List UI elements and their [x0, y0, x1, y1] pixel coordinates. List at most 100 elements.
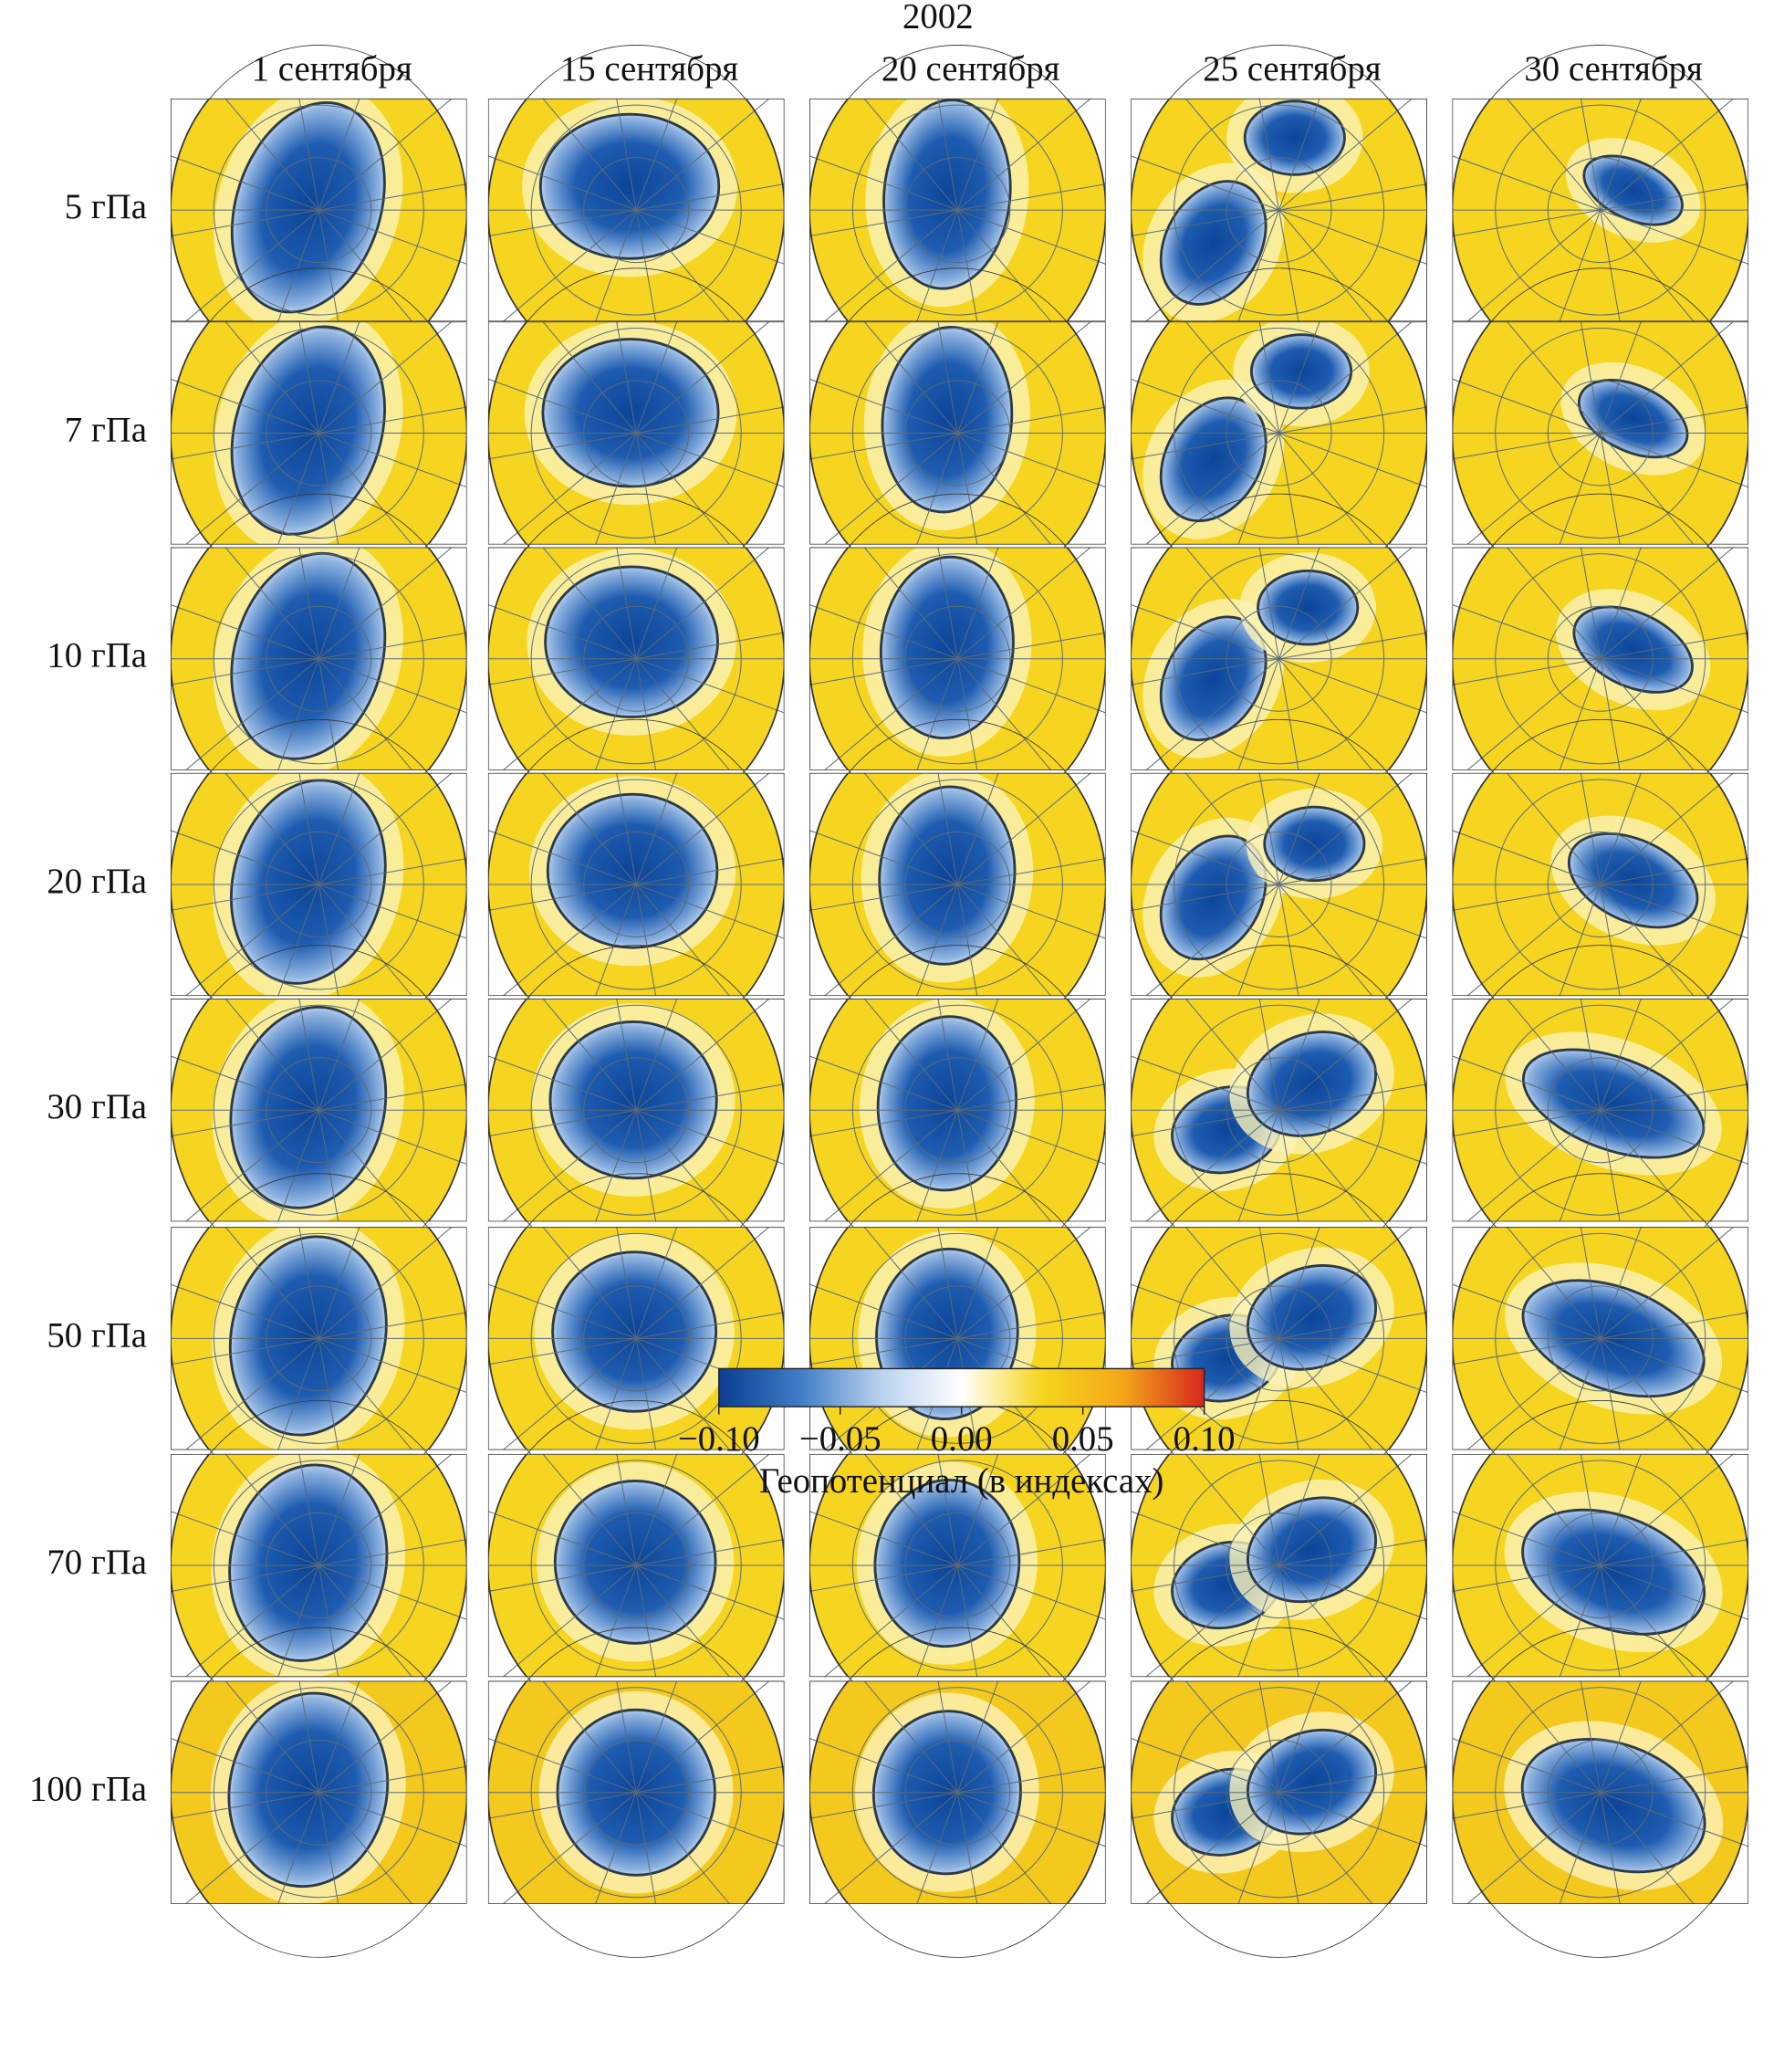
- column-header: 20 сентября: [882, 49, 1060, 89]
- inner: [487, 999, 785, 1222]
- meridian-line: [635, 772, 777, 885]
- meridian-line: [1215, 884, 1280, 997]
- meridian-line: [1278, 658, 1311, 770]
- meridian-line: [1131, 884, 1279, 917]
- meridian-line: [1278, 1453, 1421, 1566]
- meridian-line: [636, 1760, 785, 1794]
- meridian-line: [200, 772, 319, 885]
- vortex: [227, 1691, 390, 1889]
- meridian-line: [495, 209, 637, 322]
- meridian-line: [1600, 98, 1742, 211]
- meridian-line: [956, 1110, 990, 1222]
- meridian-line: [635, 209, 755, 322]
- meridian-line: [809, 1502, 958, 1566]
- column-header: 30 сентября: [1524, 49, 1703, 89]
- meridian-line: [1600, 401, 1749, 434]
- meridian-line: [1215, 1564, 1280, 1678]
- meridian-line: [809, 1564, 958, 1598]
- meridian-line: [1482, 1680, 1601, 1794]
- meridian-line: [170, 1274, 319, 1339]
- meridian-line: [255, 1564, 319, 1678]
- meridian-line: [1537, 209, 1601, 322]
- meridian-line: [1160, 98, 1279, 211]
- polar-map: [1131, 44, 1427, 376]
- meridian-line: [603, 772, 637, 885]
- vortex: [1263, 805, 1366, 883]
- meridian-line: [956, 210, 990, 322]
- meridian-line: [957, 432, 1106, 497]
- meridian-line: [1600, 884, 1633, 997]
- meridian-line: [635, 1792, 755, 1904]
- vortex: [551, 1251, 718, 1413]
- meridian-line: [1482, 98, 1601, 211]
- meridian-line: [200, 1227, 319, 1339]
- meridian-line: [170, 595, 319, 660]
- meridian-line: [487, 1274, 637, 1339]
- meridian-line: [318, 98, 460, 211]
- meridian-line: [635, 772, 700, 885]
- meridian-line: [809, 432, 958, 466]
- meridian-line: [635, 1338, 669, 1450]
- meridian-line: [1600, 1680, 1664, 1793]
- vortex: [1577, 379, 1689, 459]
- meridian-line: [1600, 1227, 1664, 1339]
- meridian-line: [956, 433, 990, 545]
- meridian-line: [517, 772, 637, 885]
- meridian-line: [1537, 884, 1601, 997]
- meridian-line: [816, 433, 958, 545]
- meridian-line: [177, 433, 319, 545]
- meridian-line: [1278, 1338, 1311, 1450]
- meridian-line: [1278, 433, 1398, 545]
- meridian-line: [636, 1792, 785, 1857]
- meridian-line: [809, 1729, 958, 1794]
- meridian-line: [487, 1564, 637, 1598]
- vortex: [1257, 569, 1360, 646]
- meridian-line: [1137, 1337, 1279, 1450]
- meridian-line: [636, 884, 785, 948]
- meridian-line: [1600, 1564, 1633, 1678]
- meridian-line: [1600, 1110, 1633, 1222]
- meridian-line: [1568, 1453, 1601, 1566]
- meridian-line: [318, 772, 460, 885]
- polar-map: [1452, 1627, 1749, 1958]
- meridian-line: [603, 999, 637, 1111]
- meridian-line: [318, 432, 467, 497]
- meridian-line: [957, 1533, 1106, 1566]
- vortex: [230, 101, 386, 314]
- inner: [487, 98, 785, 322]
- meridian-line: [925, 999, 958, 1111]
- meridian-line: [1278, 401, 1427, 434]
- meridian-line: [177, 1792, 319, 1904]
- meridian-line: [1600, 999, 1664, 1111]
- meridian-line: [809, 1792, 958, 1825]
- meridian-line: [1215, 209, 1280, 322]
- meridian-line: [925, 1680, 958, 1793]
- meridian-line: [1278, 626, 1427, 660]
- vortex: [229, 779, 387, 985]
- meridian-line: [1278, 1792, 1311, 1904]
- polar-map: [170, 1399, 467, 1732]
- meridian-line: [1452, 1046, 1601, 1111]
- meridian-line: [487, 369, 637, 434]
- meridian-line: [177, 884, 319, 997]
- meridian-line: [1278, 1306, 1427, 1339]
- meridian-line: [318, 433, 437, 545]
- meridian-line: [287, 1453, 319, 1566]
- inner: [1452, 1453, 1749, 1678]
- meridian-line: [957, 321, 1099, 434]
- meridian-line: [177, 1337, 319, 1450]
- meridian-line: [1568, 321, 1601, 434]
- meridian-line: [1278, 1077, 1427, 1111]
- polar-map: [809, 945, 1106, 1276]
- meridian-line: [1278, 1564, 1398, 1678]
- inner: [170, 98, 467, 322]
- meridian-line: [956, 1792, 1076, 1904]
- meridian-line: [318, 999, 382, 1111]
- inner: [487, 1680, 785, 1904]
- inner: [170, 1680, 467, 1904]
- meridian-line: [1600, 321, 1742, 434]
- meridian-line: [177, 1564, 319, 1678]
- meridian-line: [957, 1453, 1099, 1566]
- meridian-line: [255, 658, 319, 770]
- meridian-line: [287, 772, 319, 885]
